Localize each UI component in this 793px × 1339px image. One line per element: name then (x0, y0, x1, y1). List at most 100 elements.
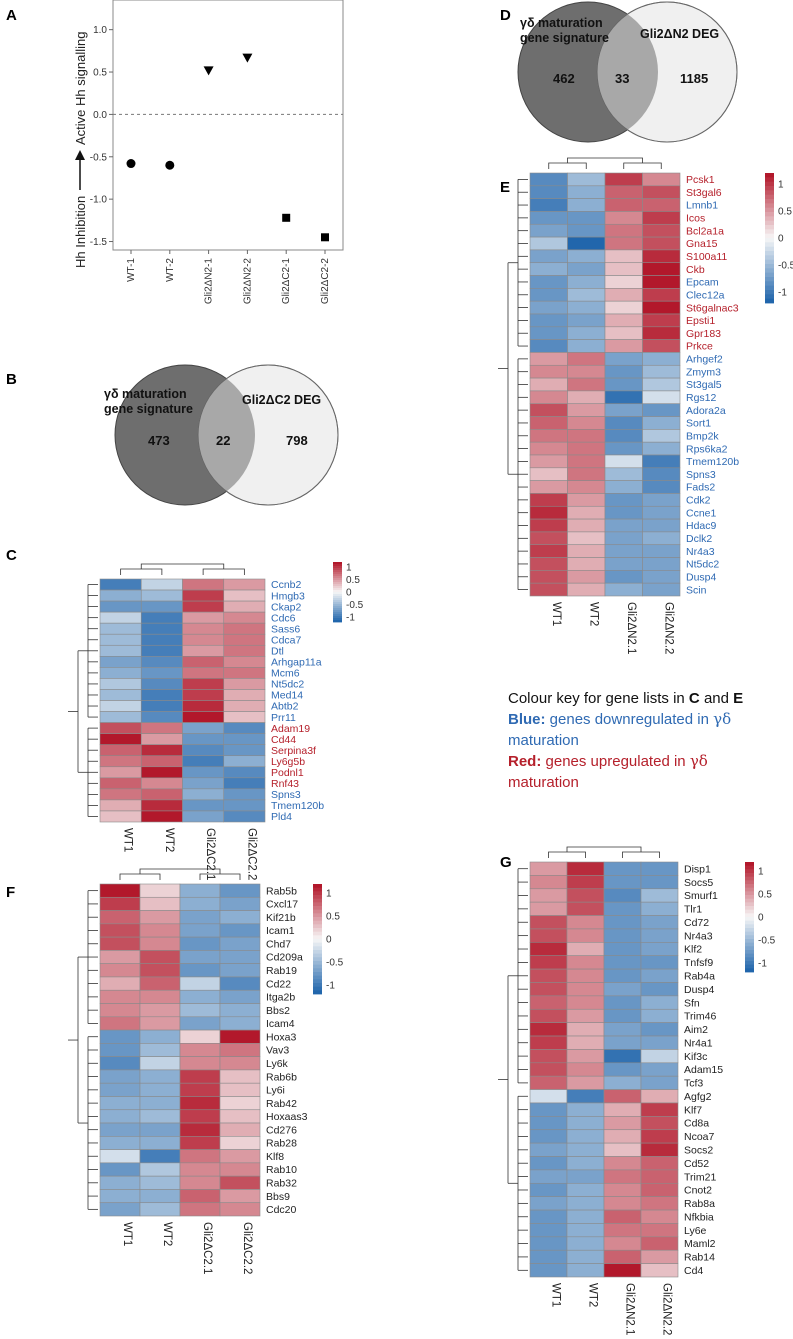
heatmap-cell (604, 441, 643, 456)
heatmap-cell (567, 185, 606, 199)
heatmap-cell (219, 1043, 261, 1057)
y-tick-label: 1.0 (93, 25, 107, 36)
heatmap-cell (99, 1162, 141, 1177)
heatmap-cell (529, 1196, 568, 1211)
heatmap-cell (140, 622, 183, 635)
heatmap-cell (640, 1035, 679, 1050)
heatmap-cell (604, 403, 643, 417)
venn-right-count: 1185 (680, 71, 708, 86)
heatmap-cell (529, 403, 568, 417)
heatmap-cell (140, 777, 183, 790)
panel-g-heatmap: Disp1Socs5Smurf1Tlr1Cd72Nr4a3Klf2Tnfsf9R… (498, 846, 776, 1335)
heatmap-cell (99, 923, 141, 938)
gene-label: Rab10 (266, 1164, 297, 1176)
heatmap-cell (99, 1056, 141, 1071)
heatmap-cell (223, 744, 266, 757)
heatmap-cell (603, 942, 642, 957)
column-label: Gli2ΔC2.2 (245, 828, 257, 880)
heatmap-cell (642, 339, 681, 353)
heatmap-cell (642, 223, 681, 238)
heatmap-cell (179, 1162, 221, 1177)
heatmap-cell (182, 611, 225, 624)
color-scale-segment (313, 906, 322, 911)
heatmap-cell (603, 1263, 642, 1278)
ylabel-active: Active Hh signalling (73, 32, 88, 145)
heatmap-cell (567, 262, 606, 276)
heatmap-cell (567, 403, 606, 417)
heatmap-cell (529, 390, 568, 405)
heatmap-cell (603, 1102, 642, 1117)
heatmap-cell (529, 901, 568, 916)
color-scale-segment (313, 975, 322, 980)
heatmap-cell (529, 1236, 568, 1251)
gene-label: Bbs9 (266, 1191, 290, 1203)
color-scale-tick: -0.5 (778, 261, 793, 272)
gene-label: St6galnac3 (686, 302, 739, 314)
heatmap-cell (182, 700, 225, 712)
heatmap-cell (529, 861, 568, 876)
heatmap-cell (640, 1142, 679, 1157)
heatmap-cell (99, 1096, 141, 1111)
color-scale-tick: 1 (346, 563, 352, 574)
gene-label: Rab42 (266, 1098, 297, 1110)
heatmap-cell (604, 249, 643, 264)
heatmap-cell (566, 1129, 605, 1144)
heatmap-cell (566, 1022, 605, 1037)
y-tick-label: -1.0 (90, 195, 108, 206)
heatmap-cell (182, 777, 225, 790)
heatmap-cell (219, 883, 261, 898)
heatmap-cell (529, 544, 568, 558)
heatmap-cell (603, 901, 642, 916)
color-scale-tick: 0.5 (778, 206, 792, 217)
heatmap-cell (219, 989, 261, 1004)
gene-label: Zmym3 (686, 366, 721, 378)
data-point (282, 213, 291, 222)
heatmap-cell (642, 544, 681, 558)
gene-label: Ccnb2 (271, 579, 302, 591)
color-scale-tick: 0 (758, 913, 764, 924)
color-scale-segment (745, 942, 754, 947)
heatmap-cell (603, 1156, 642, 1171)
gene-label: Rnf43 (271, 778, 299, 790)
column-dendrogram (548, 162, 587, 169)
heatmap-cell (604, 493, 643, 507)
gene-label: Dtl (271, 645, 284, 657)
heatmap-cell (640, 1209, 679, 1224)
column-label: Gli2ΔN2.1 (624, 1283, 636, 1335)
gene-label: Socs5 (684, 877, 713, 889)
gene-label: Nt5dc2 (271, 679, 304, 691)
gene-label: S100a11 (686, 251, 727, 263)
color-scale-tick: 0 (778, 234, 784, 245)
heatmap-cell (642, 364, 681, 379)
color-scale-segment (765, 203, 774, 209)
color-scale-segment (313, 990, 322, 995)
heatmap-cell (566, 875, 605, 890)
heatmap-cell (566, 915, 605, 930)
heatmap-cell (529, 300, 568, 315)
heatmap-cell (642, 493, 681, 507)
heatmap-cell (642, 570, 681, 584)
gene-label: Clec12a (686, 289, 725, 301)
heatmap-cell (223, 733, 266, 745)
gene-label: Lmnb1 (686, 200, 718, 212)
color-scale-segment (313, 895, 322, 900)
x-tick-label: Gli2ΔC2-2 (320, 258, 331, 305)
heatmap-cell (529, 339, 568, 353)
heatmap-cell (139, 1082, 181, 1097)
heatmap-cell (566, 1142, 605, 1157)
color-scale-segment (745, 891, 754, 896)
heatmap-cell (529, 211, 568, 225)
heatmap-cell (139, 1056, 181, 1071)
heatmap-cell (529, 198, 568, 212)
heatmap-cell (140, 644, 183, 657)
heatmap-cell (223, 700, 266, 712)
heatmap-cell (529, 531, 568, 546)
heatmap-cell (529, 416, 568, 430)
color-scale-segment (765, 298, 774, 304)
gene-label: Ly6e (684, 1225, 707, 1237)
gene-label: Trim21 (684, 1171, 716, 1183)
color-scale-tick: -0.5 (758, 935, 776, 946)
heatmap-cell (139, 963, 181, 978)
heatmap-cell (640, 955, 679, 970)
heatmap-cell (140, 689, 183, 701)
